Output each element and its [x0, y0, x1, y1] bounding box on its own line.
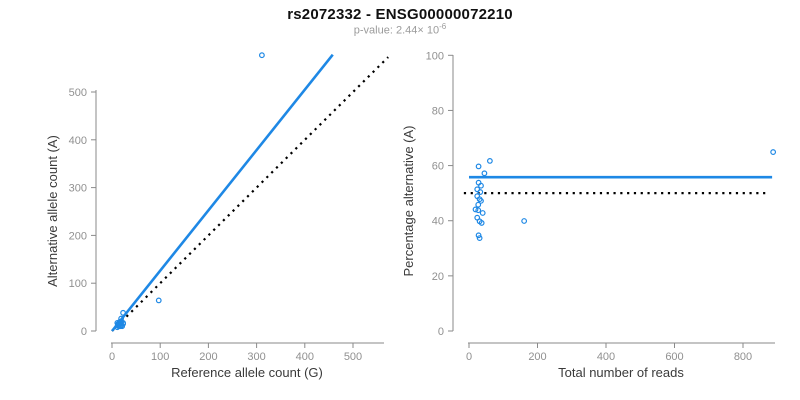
x-tick-label: 300 — [247, 351, 265, 363]
allele-count-scatter: 0 100 200 300 400 500 Reference allele count (… — [45, 52, 389, 380]
p-value-exponent: -6 — [439, 22, 447, 31]
data-point — [478, 220, 485, 226]
x-axis-title: Total number of reads — [558, 365, 684, 380]
y-tick-label: 200 — [69, 230, 87, 242]
y-axis-title: Percentage alternative (A) — [401, 125, 416, 276]
figure-subtitle: p-value: 2.44× 10-6 — [0, 22, 800, 37]
data-point — [475, 207, 482, 214]
x-tick-label: 200 — [199, 351, 217, 363]
x-axis-title: Reference allele count (G) — [171, 365, 323, 380]
y-tick-label: 0 — [438, 326, 444, 338]
fit-line — [110, 53, 334, 332]
percentage-vs-reads-scatter: 0 200 400 600 800 Total number of reads 0 20 40 6… — [401, 50, 777, 380]
x-tick-label: 200 — [528, 351, 546, 363]
data-point — [120, 309, 126, 316]
data-point — [477, 189, 484, 195]
x-tick-label: 400 — [597, 351, 615, 363]
x-tick-label: 0 — [466, 351, 472, 363]
x-tick-label: 0 — [109, 351, 115, 363]
y-tick-label: 500 — [69, 87, 87, 99]
y-tick-label: 400 — [69, 135, 87, 147]
data-point — [155, 297, 162, 304]
x-tick-label: 400 — [296, 351, 314, 363]
y-tick-label: 300 — [69, 183, 87, 195]
data-point — [478, 182, 484, 189]
y-tick-label: 20 — [432, 271, 444, 283]
y-tick-label: 100 — [69, 278, 87, 290]
x-tick-label: 500 — [344, 351, 362, 363]
data-point — [472, 206, 479, 213]
data-point — [259, 52, 265, 59]
y-tick-label: 100 — [426, 50, 444, 62]
data-point — [478, 197, 484, 204]
y-tick-label: 80 — [432, 105, 444, 117]
figure-title: rs2072332 - ENSG00000072210 — [287, 6, 513, 23]
y-axis-title: Alternative allele count (A) — [45, 135, 60, 287]
x-tick-label: 100 — [151, 351, 169, 363]
p-value-text: p-value: 2.44× 10 — [353, 24, 440, 37]
data-point — [479, 210, 486, 216]
y-tick-label: 40 — [432, 216, 444, 228]
data-point — [481, 170, 488, 177]
data-point — [119, 323, 126, 330]
data-point — [476, 235, 483, 241]
x-tick-label: 800 — [734, 351, 752, 363]
y-tick-label: 0 — [81, 326, 87, 338]
data-point — [475, 163, 482, 170]
identity-line — [111, 56, 389, 332]
y-tick-label: 60 — [432, 161, 444, 173]
data-point — [475, 232, 482, 239]
data-point — [770, 149, 777, 155]
data-point — [475, 201, 482, 208]
x-tick-label: 600 — [665, 351, 683, 363]
data-point — [521, 218, 528, 224]
data-point — [486, 157, 493, 164]
